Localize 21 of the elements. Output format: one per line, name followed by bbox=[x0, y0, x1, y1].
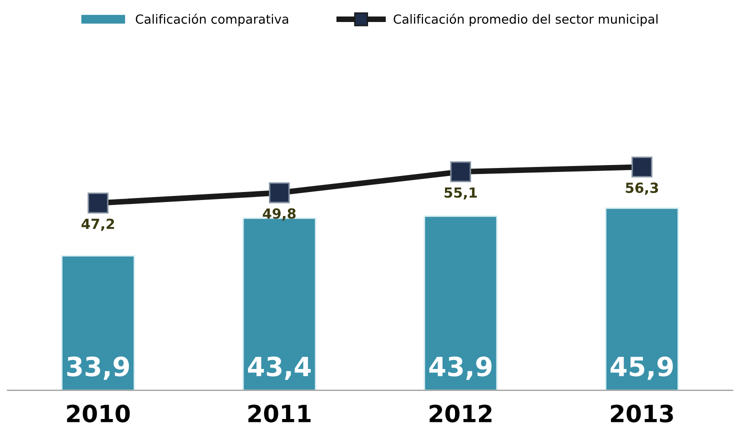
x-tick-label: 2010 bbox=[67, 404, 130, 422]
data-label: 43,9 bbox=[429, 356, 492, 380]
x-tick-label: 2013 bbox=[610, 404, 673, 422]
data-label: 55,1 bbox=[444, 187, 477, 200]
point bbox=[450, 161, 472, 182]
x-tick-label: 2011 bbox=[248, 404, 311, 422]
bar bbox=[424, 215, 498, 390]
data-label: 56,3 bbox=[626, 182, 658, 195]
bar bbox=[61, 255, 136, 390]
x-tick-label: 2012 bbox=[430, 404, 492, 422]
data-label: 47,2 bbox=[82, 218, 114, 231]
point bbox=[88, 192, 108, 214]
data-label: 33,9 bbox=[67, 356, 129, 380]
point bbox=[632, 156, 652, 178]
data-label: 45,9 bbox=[610, 356, 673, 380]
data-label: 49,8 bbox=[262, 208, 296, 221]
legend-label: Calificación comparativa bbox=[136, 14, 288, 26]
bar bbox=[604, 208, 679, 390]
point bbox=[268, 182, 290, 204]
legend-label: Calificación promedio del sector municipal bbox=[394, 14, 658, 26]
data-label: 43,4 bbox=[248, 356, 311, 380]
